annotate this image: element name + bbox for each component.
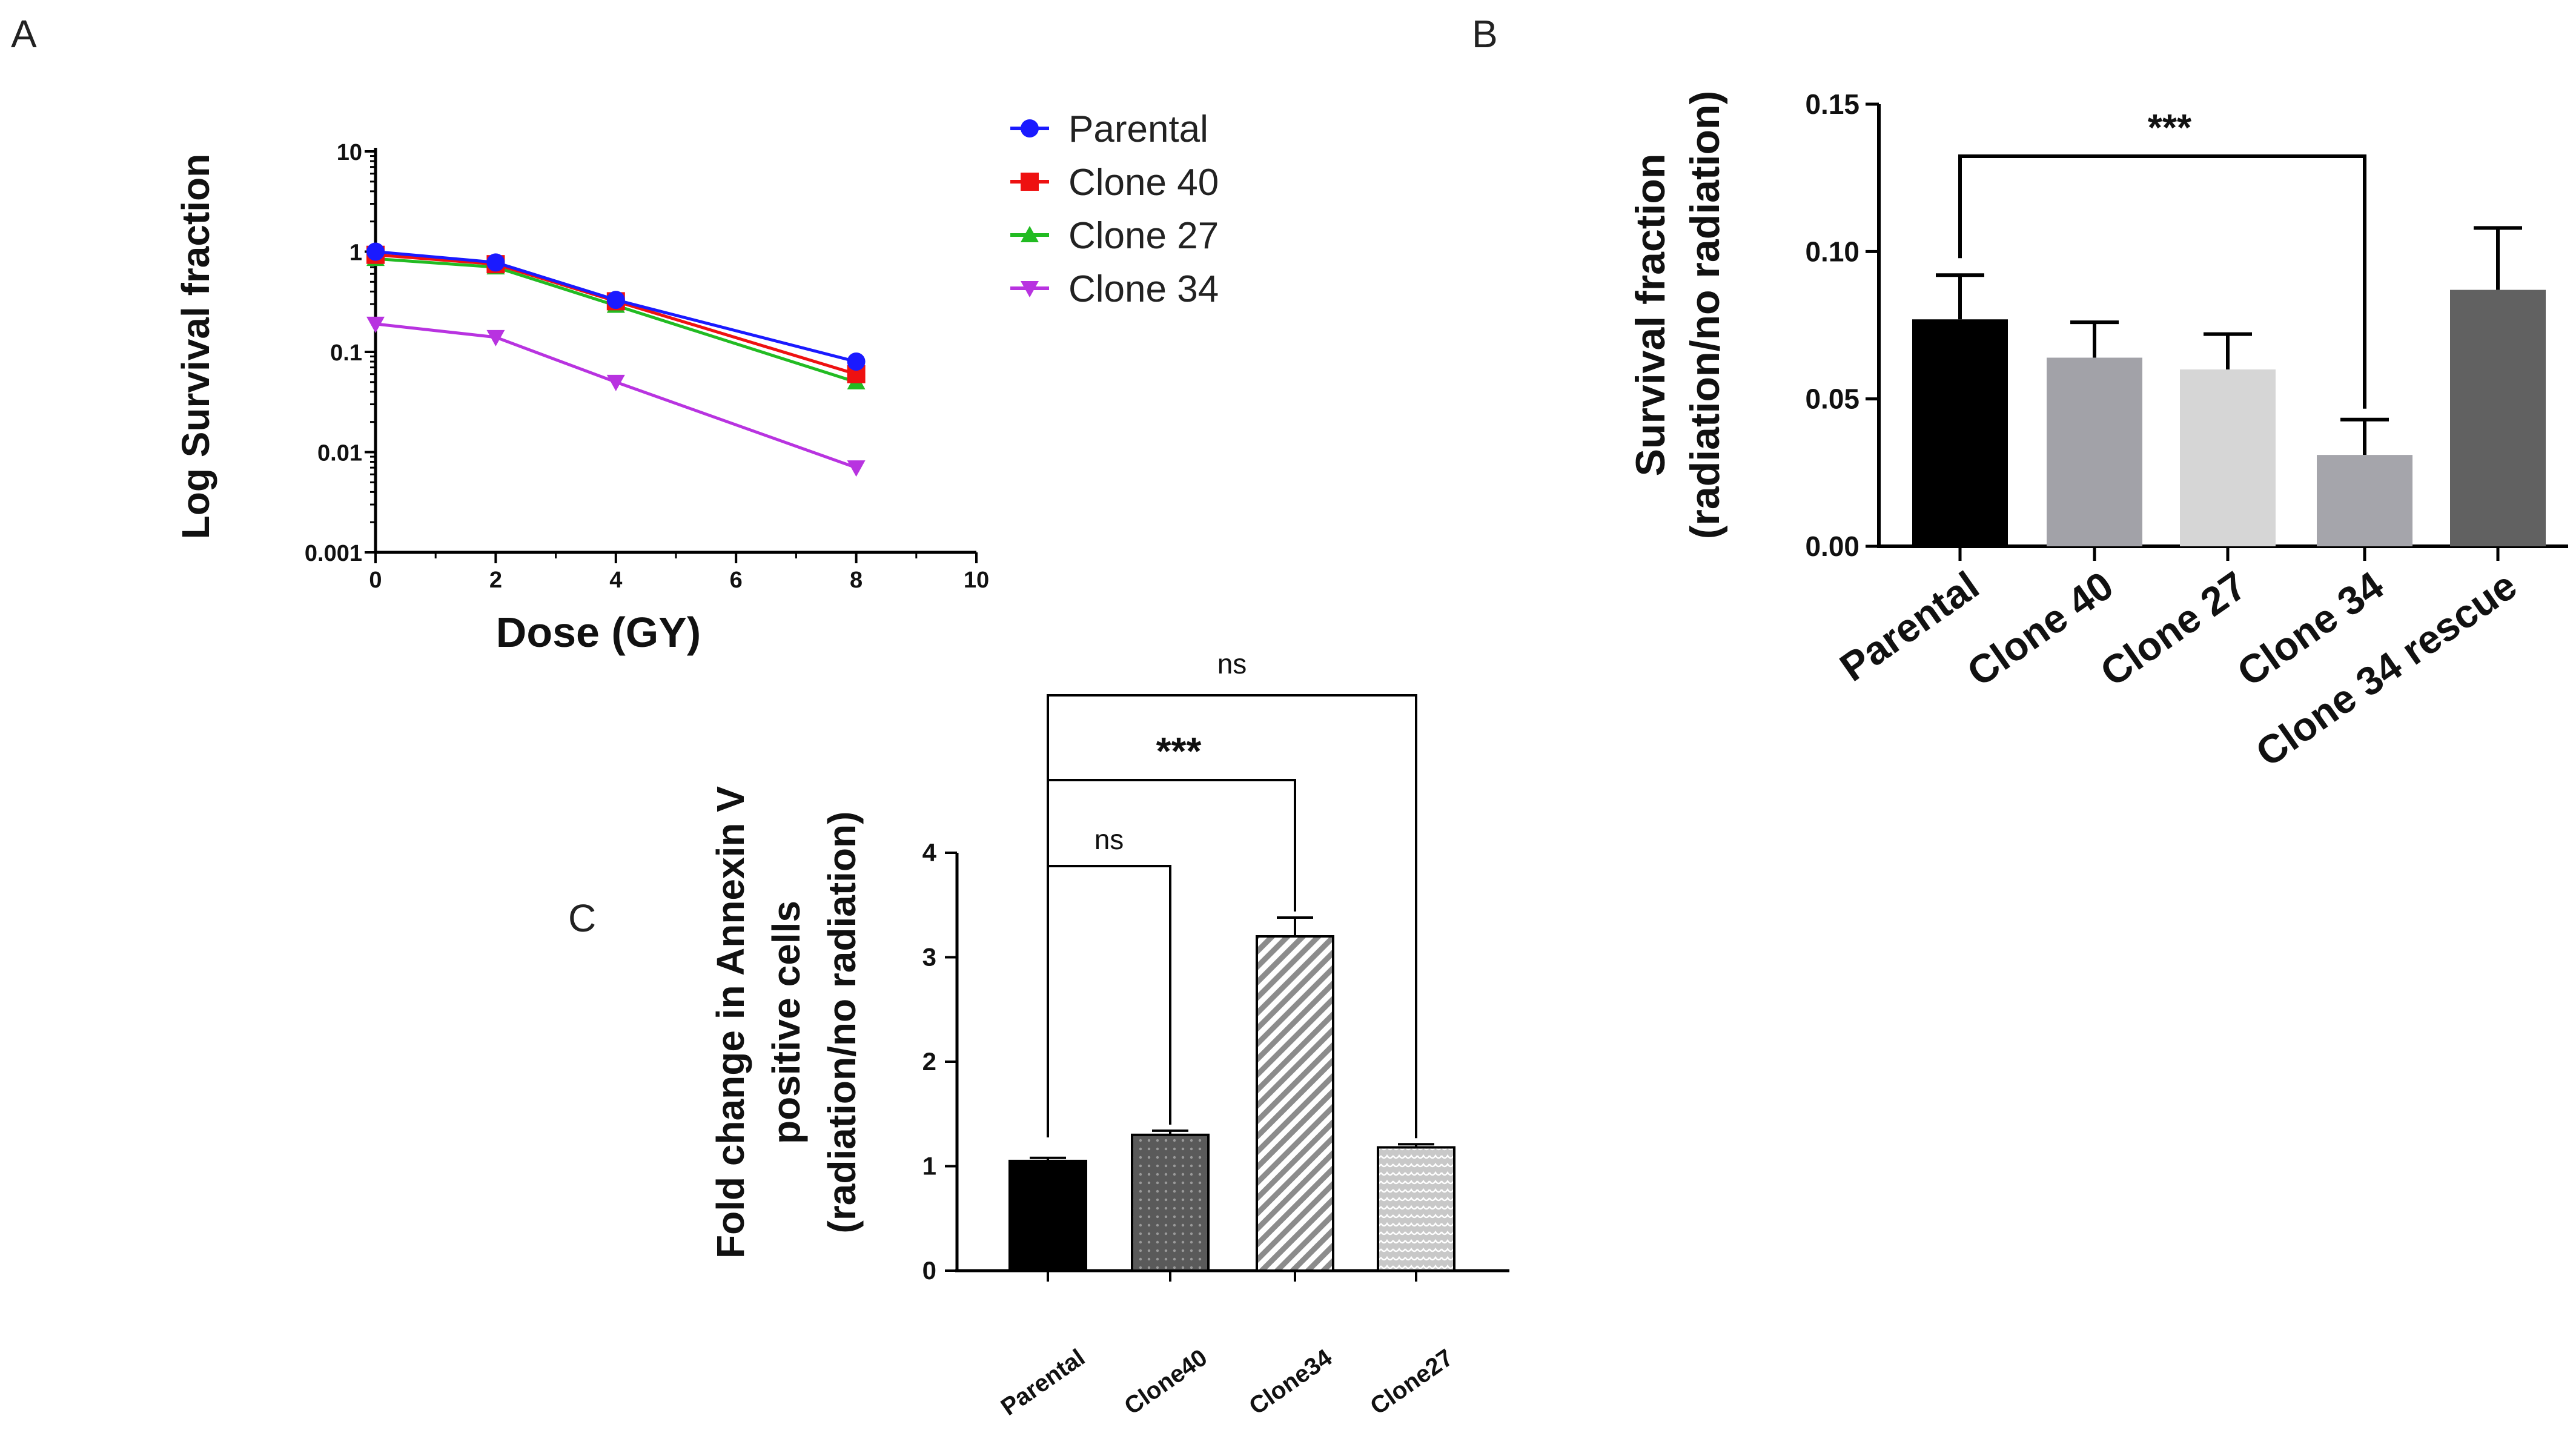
data-point-parental	[486, 253, 505, 272]
y-axis-title: Log Survival fraction	[174, 154, 217, 540]
series-line-clone-34	[375, 322, 857, 469]
data-point-parental	[847, 352, 866, 371]
y-tick-label: 0.10	[1805, 236, 1859, 267]
legend-item-clone-40: Clone 40	[1010, 162, 1219, 204]
bar-clone-27	[2180, 369, 2276, 546]
significance-label: ***	[1156, 729, 1202, 773]
y-tick-label: 0.15	[1805, 88, 1859, 120]
data-point-clone-34	[366, 316, 385, 333]
y-tick-label: 1	[349, 240, 362, 266]
legend-item-clone-27: Clone 27	[1010, 215, 1219, 257]
x-tick-label: 2	[489, 568, 502, 593]
significance-label: ns	[1217, 648, 1247, 680]
bar-clone27	[1377, 1146, 1455, 1272]
legend-marker	[1021, 173, 1039, 191]
x-tick-label-clone34: Clone34	[1244, 1344, 1337, 1420]
series-line-clone-40	[375, 253, 857, 376]
bar-clone-34	[2317, 455, 2412, 546]
legend-label: Clone 27	[1068, 215, 1219, 257]
y-tick-label: 3	[922, 943, 936, 971]
x-tick-label: 0	[369, 568, 382, 593]
y-tick-label: 2	[922, 1047, 936, 1076]
x-tick-label: 4	[609, 568, 622, 593]
chart-c-annexin-bars: 0 1 2 3 4 Fold change in Annexin V positive ce…	[709, 648, 1509, 1421]
significance-bracket	[1958, 154, 2366, 409]
significance-bracket	[1047, 694, 1417, 1139]
legend-item-parental: Parental	[1010, 108, 1208, 150]
y-tick-label: 0.01	[317, 441, 362, 466]
data-point-parental	[606, 291, 625, 309]
y-axis-title-line: (radiation/no radiation)	[1682, 91, 1728, 539]
y-axis-title-line: positive cells	[764, 901, 808, 1144]
x-tick-label-parental: Parental	[1832, 563, 1987, 690]
bar-parental	[1912, 319, 2008, 546]
series-parental	[366, 242, 866, 371]
bar-clone-40	[2047, 357, 2142, 546]
legend-label: Parental	[1068, 108, 1208, 150]
bar-parental	[1008, 1159, 1087, 1272]
x-tick-label: 8	[850, 568, 863, 593]
y-tick-label: 4	[922, 838, 937, 867]
y-axis-title-line: Survival fraction	[1628, 154, 1674, 477]
y-tick-label: 1	[922, 1152, 936, 1180]
x-tick-label: 10	[964, 568, 989, 593]
y-tick-label: 0.1	[330, 340, 362, 366]
legend-label: Clone 40	[1068, 162, 1219, 204]
series-clone-27	[366, 250, 866, 389]
y-axis-title-line: Fold change in Annexin V	[709, 786, 752, 1259]
x-tick-label-clone-40: Clone 40	[1959, 563, 2121, 695]
y-tick-label: 0.05	[1805, 383, 1859, 415]
y-tick-label: 0.00	[1805, 531, 1859, 562]
data-point-clone-34	[486, 329, 505, 346]
x-tick-label-clone-27: Clone 27	[2092, 563, 2254, 695]
x-tick-label-parental: Parental	[996, 1344, 1090, 1421]
series-clone-34	[366, 316, 866, 477]
legend-marker	[1021, 119, 1039, 137]
legend-marker	[1021, 226, 1039, 242]
x-axis-title: Dose (GY)	[496, 609, 701, 656]
bar-clone34	[1256, 935, 1334, 1272]
x-tick-label-clone27: Clone27	[1365, 1344, 1458, 1420]
y-tick-label: 10	[337, 140, 362, 165]
panel-label-c: C	[568, 896, 596, 940]
legend-item-clone-34: Clone 34	[1010, 268, 1219, 310]
x-tick-label-clone40: Clone40	[1119, 1344, 1212, 1420]
x-tick-label: 6	[730, 568, 743, 593]
significance-bracket	[1047, 865, 1171, 1137]
data-point-clone-34	[606, 374, 625, 391]
panel-label-a: A	[11, 12, 37, 56]
bar-clone40	[1131, 1133, 1210, 1272]
panel-label-b: B	[1472, 12, 1498, 56]
series-line-parental	[375, 250, 857, 363]
series-line-clone-27	[375, 257, 857, 384]
y-tick-label: 0.001	[305, 541, 362, 566]
y-axis-title-line: (radiation/no radiation)	[820, 812, 864, 1234]
significance-label: ns	[1094, 824, 1124, 855]
legend-marker	[1021, 281, 1039, 297]
y-tick-label: 0	[922, 1256, 936, 1285]
chart-b-survival-fraction-bars: 0.00 0.05 0.10 0.15 Survival fraction (radiat…	[1628, 88, 2568, 775]
legend-label: Clone 34	[1068, 268, 1219, 310]
chart-a-survival-curves: 10 1 0.1 0.01 0.001 0 2 4 6 8 10 Dose (GY) Log Survi…	[174, 108, 1219, 656]
data-point-parental	[366, 242, 385, 261]
bar-clone-34-rescue	[2450, 290, 2546, 546]
significance-label: ***	[2148, 107, 2192, 149]
data-point-clone-34	[847, 460, 866, 477]
